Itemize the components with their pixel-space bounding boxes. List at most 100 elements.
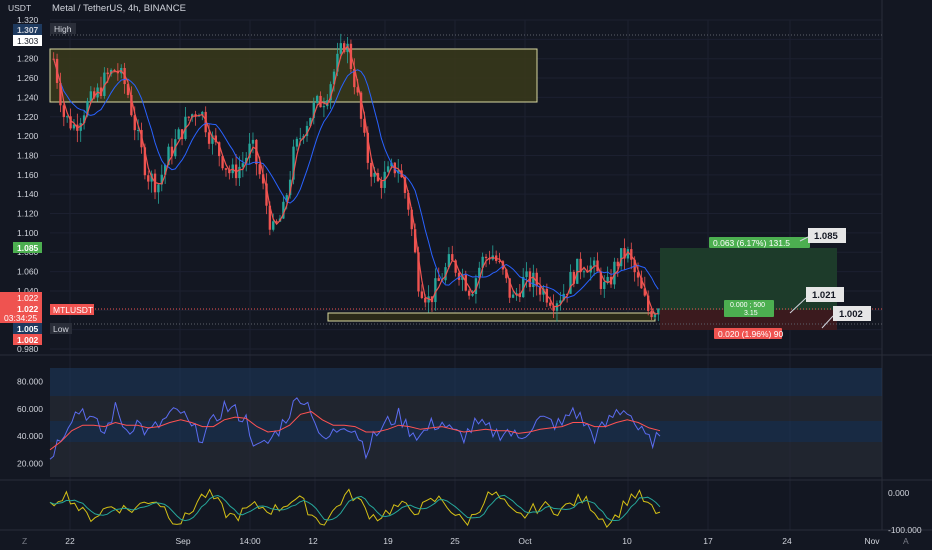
rsi-ma-line — [49, 411, 661, 451]
candle-body — [241, 163, 245, 167]
candle-body — [194, 114, 197, 117]
candle-body — [403, 177, 407, 193]
candle-body — [160, 174, 163, 185]
time-tick: 19 — [383, 536, 393, 546]
price-tick: 1.160 — [17, 170, 39, 180]
candle-body — [126, 84, 130, 96]
resistance-zone[interactable] — [49, 48, 538, 103]
candle-body — [180, 129, 184, 139]
time-tick: 25 — [450, 536, 460, 546]
candle-body — [606, 276, 609, 282]
sl-label[interactable]: 0.020 (1.96%) 90 — [714, 328, 783, 339]
price-tick: 1.200 — [17, 131, 39, 141]
candle-body — [373, 172, 376, 177]
candle-body — [420, 291, 424, 298]
time-tick: Oct — [518, 536, 532, 546]
price-tick: 1.260 — [17, 73, 39, 83]
candle-body — [346, 43, 349, 53]
candle-body — [295, 138, 299, 147]
candle-body — [626, 249, 630, 259]
candle-body — [522, 276, 525, 298]
candle-body — [214, 135, 218, 143]
auto-scale-buttons[interactable]: Z A — [22, 536, 909, 546]
price-tick: 1.320 — [17, 15, 39, 25]
candle-body — [221, 156, 224, 169]
time-axis[interactable]: 22 Sep 14:00 12 19 25 Oct 10 17 24 Nov — [65, 536, 880, 546]
candle-body — [268, 205, 272, 230]
candle-body — [275, 221, 278, 223]
low-value: 1.005 — [17, 324, 39, 334]
candle-body — [569, 271, 572, 294]
time-tick: 10 — [622, 536, 632, 546]
candle-body — [640, 277, 643, 289]
price-tick: 0.980 — [17, 344, 39, 354]
candle-body — [143, 147, 147, 176]
candle-body — [336, 53, 339, 72]
candle-body — [288, 179, 292, 196]
candle-body — [572, 271, 576, 284]
candle-body — [187, 116, 190, 118]
candle-body — [646, 295, 650, 311]
candle-body — [447, 254, 451, 268]
candle-body — [312, 102, 315, 118]
candle-body — [163, 165, 167, 175]
auto-button[interactable]: A — [903, 536, 909, 546]
candle-body — [363, 118, 366, 133]
time-tick: 14:00 — [239, 536, 261, 546]
candle-body — [130, 95, 133, 116]
time-tick: 17 — [703, 536, 713, 546]
candle-body — [481, 256, 484, 268]
stop-loss-zone[interactable] — [660, 310, 837, 330]
candle-body — [147, 175, 150, 182]
candle-body — [511, 294, 515, 298]
callout-1021[interactable]: 1.021 — [789, 287, 844, 314]
tp-label[interactable]: 0.063 (6.17%) 131.5 — [709, 237, 810, 248]
candle-body — [299, 138, 302, 140]
price-tick: 1.240 — [17, 92, 39, 102]
candle-body — [370, 162, 373, 177]
candle-body — [359, 92, 363, 119]
candle-body — [339, 43, 342, 54]
callout-1002[interactable]: 1.002 — [821, 306, 871, 329]
candle-body — [390, 162, 393, 167]
candle-body — [157, 184, 160, 193]
candle-body — [72, 124, 76, 129]
candle-body — [218, 142, 221, 157]
candle-body — [251, 139, 255, 144]
low-tag: 1.005 Low 1.002 — [13, 323, 72, 345]
candle-body — [69, 116, 72, 129]
price-tick: 1.280 — [17, 54, 39, 64]
candle-body — [201, 111, 204, 116]
candle-body — [437, 278, 440, 281]
candle-body — [650, 310, 653, 318]
oscillator-axis[interactable]: 0.000 -100.000 — [888, 488, 922, 535]
zoom-button[interactable]: Z — [22, 536, 27, 546]
candle-body — [630, 249, 633, 260]
rsi-band-upper — [50, 368, 882, 396]
candle-body — [99, 87, 103, 96]
callout-1085[interactable]: 1.085 — [799, 228, 846, 243]
candle-body — [113, 69, 116, 72]
time-tick: 24 — [782, 536, 792, 546]
candle-body — [332, 71, 336, 85]
rsi-tick: 80.000 — [17, 377, 43, 387]
support-zone[interactable] — [327, 312, 656, 322]
candle-body — [407, 192, 410, 210]
candle-body — [133, 115, 136, 131]
rsi-axis[interactable]: 80.000 60.000 40.000 20.000 — [17, 377, 43, 469]
candle-body — [136, 130, 140, 132]
time-tick: Nov — [864, 536, 880, 546]
candle-body — [501, 261, 505, 270]
candle-body — [282, 201, 285, 219]
moving-average-slow — [53, 58, 659, 299]
candle-body — [478, 267, 481, 279]
sl-label-text: 0.020 (1.96%) 90 — [718, 329, 783, 339]
candle-body — [204, 111, 207, 133]
candle-body — [356, 87, 359, 93]
callout-1085-text: 1.085 — [814, 231, 838, 242]
osc-tick: 0.000 — [888, 488, 910, 498]
rsi-band-mid — [50, 396, 882, 421]
candle-body — [515, 293, 518, 295]
entry-label[interactable]: 0.000 ; 500 3.15 — [724, 300, 774, 317]
